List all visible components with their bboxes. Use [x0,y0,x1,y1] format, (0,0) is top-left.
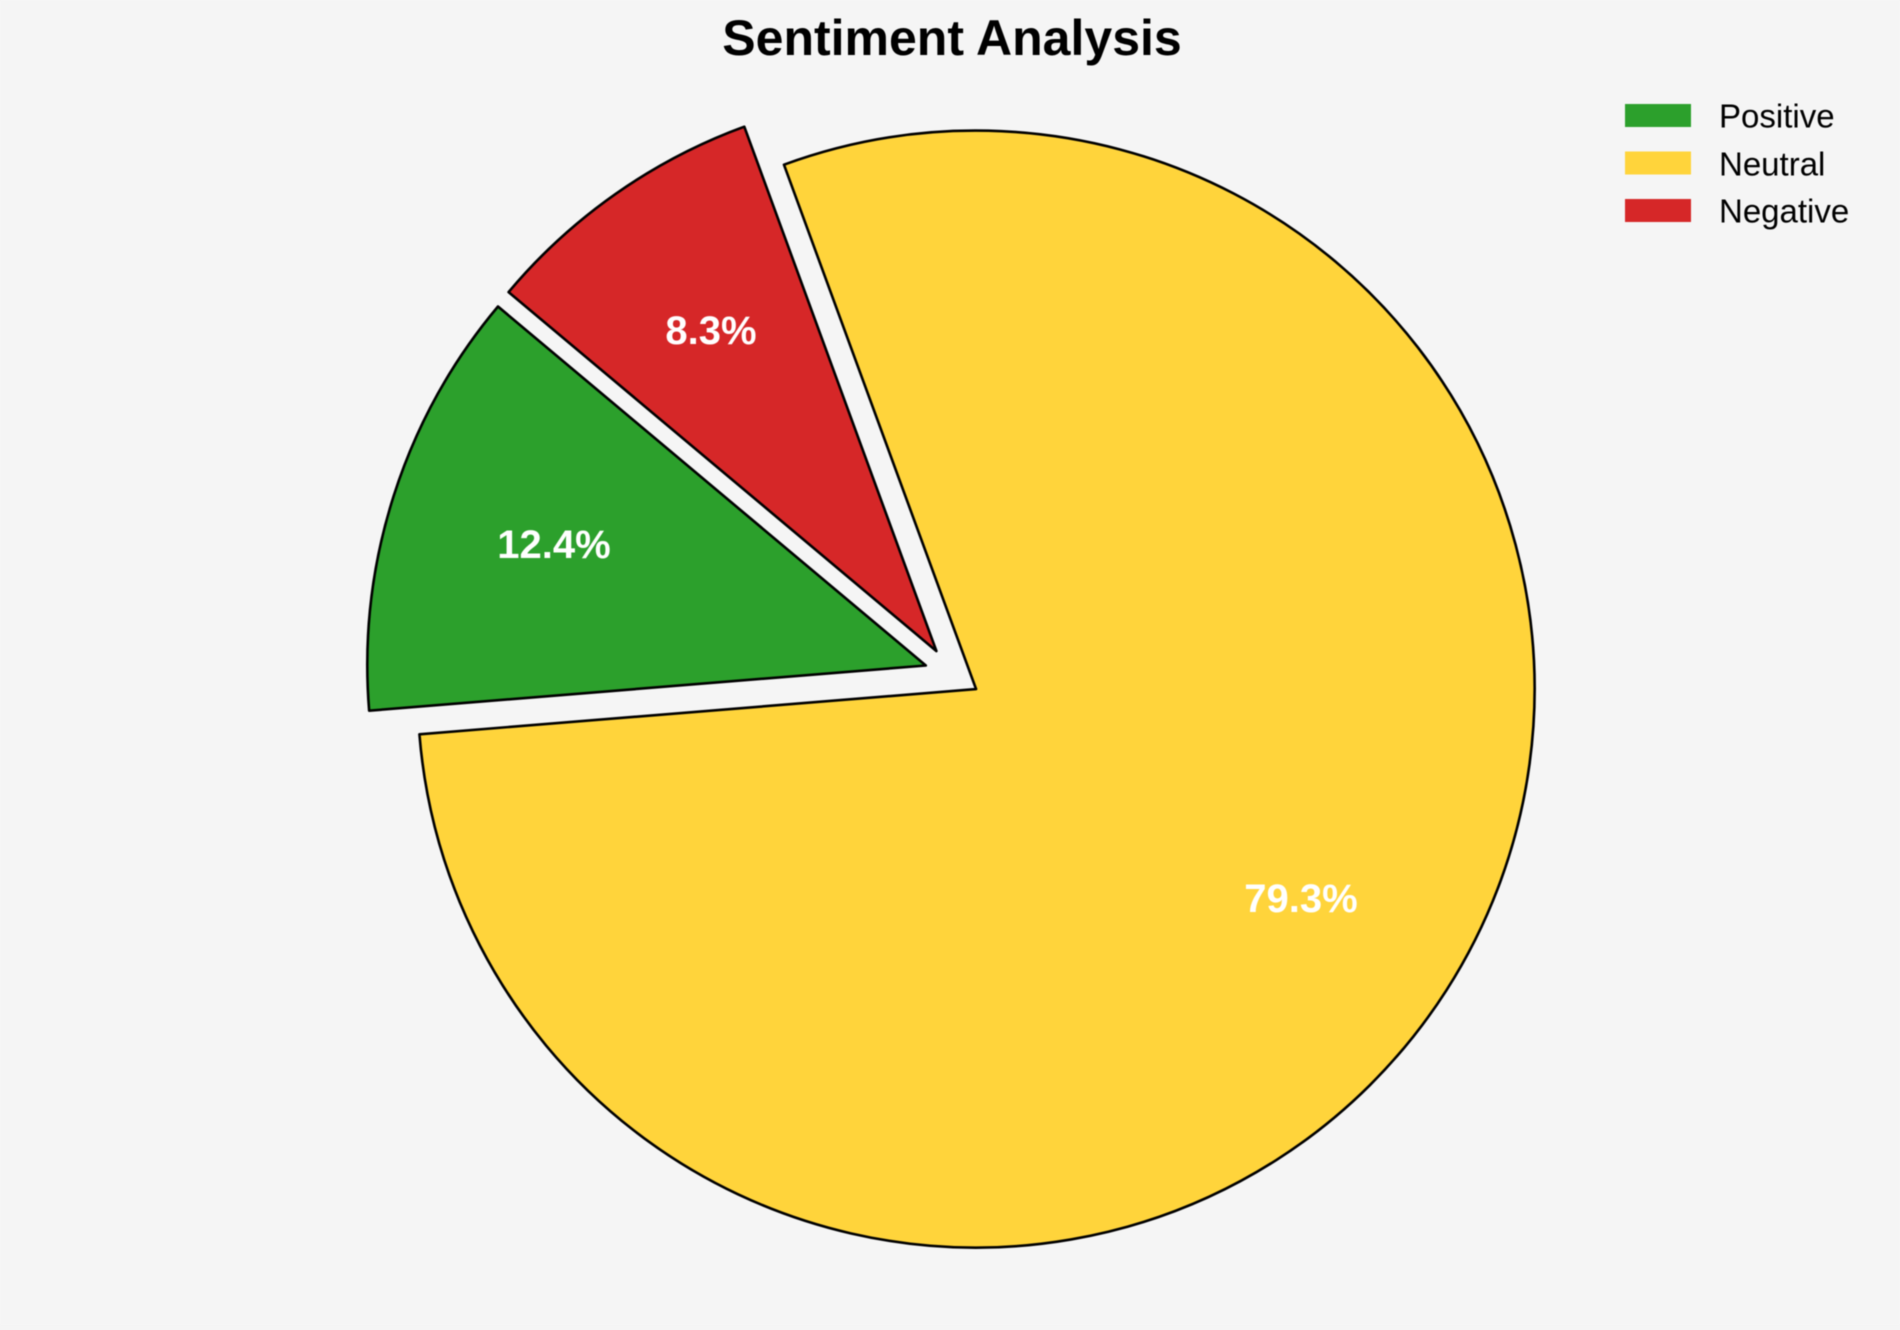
svg-text:Sentiment Analysis: Sentiment Analysis [722,10,1181,66]
svg-text:Negative: Negative [1719,192,1849,229]
svg-text:Positive: Positive [1719,97,1835,134]
svg-text:8.3%: 8.3% [665,309,756,353]
svg-text:Neutral: Neutral [1719,145,1825,182]
svg-text:79.3%: 79.3% [1244,877,1357,921]
svg-text:12.4%: 12.4% [497,523,610,567]
